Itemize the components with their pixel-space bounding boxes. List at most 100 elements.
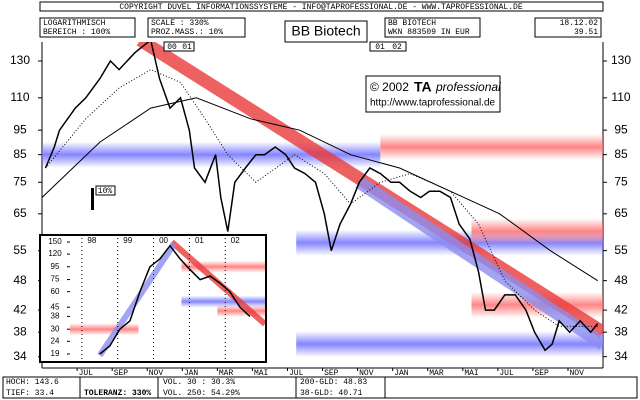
wkn: WKN 883509 IN EUR [388, 28, 470, 37]
year-mark: 02 [392, 43, 402, 52]
percent-box [95, 185, 116, 196]
logo-url: http://www.taprofessional.de [370, 98, 496, 109]
x-tick-label: MAR [219, 369, 234, 378]
logo-name: professional [435, 80, 501, 94]
range: BEREICH : 100% [43, 28, 110, 37]
y-tick-label: 95 [51, 262, 60, 271]
tolerance: TOLERANZ: 330% [84, 389, 151, 398]
y-tick-label: 120 [48, 249, 62, 258]
last-price: 39.51 [574, 28, 598, 37]
x-tick-label: SEP [324, 369, 339, 378]
y-tick-label: 24 [51, 336, 60, 345]
percent-bar [91, 188, 94, 210]
band [380, 134, 603, 161]
year-mark: 01 [375, 43, 385, 52]
y-tick-label: 130 [10, 53, 30, 67]
chart-title: BB Biotech [291, 23, 360, 39]
copyright: COPYRIGHT DUVEL INFORMATIONSSYSTEME - IN… [119, 3, 522, 12]
footer-box [2, 376, 638, 399]
vol30: VOL. 30 : 30.3% [163, 378, 235, 387]
price-line [99, 244, 251, 355]
x-tick-label: 00 [159, 236, 168, 245]
main-labels: 34 34 38 38 42 42 48 48 55 55 65 65 75 75 85 85 95 95 110 1… [10, 53, 631, 378]
y-tick-label-right: 55 [614, 243, 628, 257]
x-tick-label: JAN [184, 369, 199, 378]
copyright-box [39, 1, 604, 12]
y-tick-label-right: 42 [614, 302, 628, 316]
price-line [44, 42, 599, 352]
x-tick-label: 02 [231, 236, 240, 245]
x-tick-label: NOV [149, 369, 164, 378]
y-tick-label-right: 85 [614, 147, 628, 161]
y-tick-label: 48 [13, 273, 27, 287]
x-tick-label: JUL [289, 369, 304, 378]
scale-mode: LOGARITHMISCH [43, 19, 106, 28]
header-box [147, 17, 246, 38]
y-tick-label-right: 75 [614, 174, 628, 188]
main-plot [42, 42, 603, 358]
trend-channel [355, 176, 603, 350]
stock-name: BB BIOTECH [388, 19, 436, 28]
x-tick-label: 98 [87, 236, 96, 245]
x-tick-label: 99 [123, 236, 132, 245]
trend-channel [169, 239, 265, 327]
header-box [534, 17, 602, 38]
x-tick-label: NOV [570, 369, 585, 378]
y-tick-label: 30 [51, 324, 60, 333]
y-tick-label: 34 [13, 349, 27, 363]
y-tick-label: 150 [48, 237, 62, 246]
y-tick-label-right: 38 [614, 324, 628, 338]
header-box [39, 17, 136, 38]
x-tick-label: JUL [79, 369, 94, 378]
title-box [284, 20, 368, 43]
inset-plot [70, 239, 265, 358]
x-tick-label: MAR [429, 369, 444, 378]
y-tick-label: 75 [13, 174, 27, 188]
x-tick-label: NOV [359, 369, 374, 378]
logo-box [365, 75, 501, 113]
y-tick-label: 60 [51, 287, 60, 296]
gld200: 200-GLD: 48.83 [300, 378, 367, 387]
x-tick-label: 01 [195, 236, 204, 245]
logo-year: © 2002 [370, 80, 409, 94]
y-tick-label: 55 [13, 243, 27, 257]
band [471, 218, 603, 245]
header-box [384, 17, 481, 38]
scale: SCALE : 330% [151, 19, 209, 28]
y-tick-label-right: 130 [611, 53, 631, 67]
x-tick-label: MAI [464, 369, 478, 378]
y-tick-label: 42 [13, 302, 27, 316]
y-tick-label-right: 110 [611, 90, 630, 104]
y-tick-label-right: 95 [614, 122, 628, 136]
y-tick-label: 38 [13, 324, 27, 338]
y-tick-label: 38 [51, 312, 60, 321]
y-tick-label-right: 48 [614, 273, 628, 287]
y-tick-label: 19 [51, 349, 60, 358]
y-tick-label: 95 [13, 122, 27, 136]
year-mark-box [163, 41, 195, 52]
y-tick-label: 75 [51, 275, 60, 284]
band [296, 331, 603, 358]
x-tick-label: MAI [254, 369, 268, 378]
y-tick-label-right: 34 [614, 349, 628, 363]
y-tick-label: 65 [13, 206, 27, 220]
date: 18.12.02 [560, 19, 599, 28]
x-tick-label: SEP [534, 369, 549, 378]
y-tick-label: 110 [10, 90, 29, 104]
low: TIEF: 33.4 [6, 389, 54, 398]
logo-ta: TA [414, 79, 432, 95]
high: HOCH: 143.6 [6, 378, 59, 387]
moving-average [42, 97, 598, 282]
x-tick-label: JUL [499, 369, 514, 378]
gld38: 38-GLD: 40.71 [300, 389, 363, 398]
vol250: VOL. 250: 54.29% [163, 389, 240, 398]
year-mark: 01 [182, 43, 192, 52]
percent: PROZ.MASS.: 10% [151, 28, 223, 37]
x-tick-label: JAN [394, 369, 409, 378]
year-mark-box [369, 41, 407, 52]
band [70, 323, 139, 336]
y-tick-label: 45 [51, 302, 60, 311]
percent-label: 10% [98, 187, 113, 196]
